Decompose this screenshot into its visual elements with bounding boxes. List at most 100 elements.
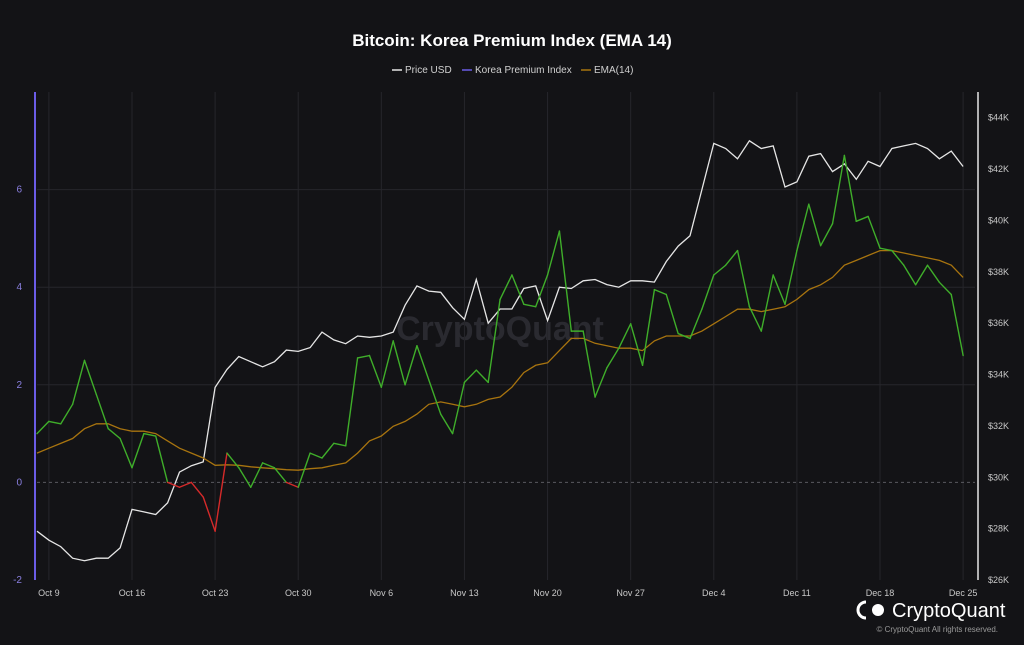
cryptoquant-logo-icon [856,600,884,620]
left-tick-label: 0 [16,477,22,488]
x-axis-ticks: Oct 9 Oct 16 Oct 23 Oct 30 Nov 6 Nov 13 Nov 20… [38,588,977,598]
legend-item-price[interactable]: Price USD [392,65,452,76]
premium-segment [166,481,181,488]
right-tick-label: $30K [988,472,1009,482]
right-axis-ticks: $26K $28K $30K $32K $34K $36K $38K $40K $42K $44K [988,113,1009,585]
x-tick-label: Dec 18 [866,588,895,598]
right-tick-label: $44K [988,113,1009,123]
premium-segment [95,393,109,430]
premium-segment [724,249,739,266]
premium-segment [879,247,893,252]
right-tick-label: $42K [988,164,1009,174]
premium-segment [214,452,228,532]
premium-segment [926,264,941,284]
series-line-price [36,139,964,562]
x-tick-label: Dec 4 [702,588,726,598]
premium-segment [843,154,857,223]
right-tick-label: $32K [988,421,1009,431]
x-tick-label: Dec 25 [949,588,978,598]
premium-segment [606,347,620,369]
premium-segment [546,230,561,276]
premium-segment [404,345,418,386]
premium-segment [748,306,762,332]
watermark: CryptoQuant [396,310,604,348]
premium-segment [36,420,50,435]
premium-segment [736,249,751,308]
legend-item-premium[interactable]: Korea Premium Index [462,65,572,76]
premium-segment [677,332,691,340]
premium-segment [60,403,74,425]
premium-segment [641,288,656,366]
x-tick-label: Nov 6 [370,588,394,598]
legend-label-price: Price USD [405,65,452,76]
chart-title: Bitcoin: Korea Premium Index (EMA 14) [352,31,672,50]
brand: CryptoQuant © CryptoQuant All rights res… [856,600,1006,634]
left-axis-ticks: -2 0 2 4 6 [13,185,22,586]
brand-name: CryptoQuant [892,600,1006,622]
premium-segment [808,203,822,247]
premium-segment [333,442,347,447]
premium-segment [867,215,881,249]
premium-segment [178,481,193,488]
right-tick-label: $26K [988,575,1009,585]
premium-segment [475,369,489,384]
premium-segment [226,452,240,469]
premium-segment [131,432,145,469]
premium-segment [273,467,288,484]
premium-segment [891,249,905,266]
premium-segment [238,467,252,488]
x-tick-label: Oct 30 [285,588,312,598]
premium-segment [345,357,359,447]
premium-segment [558,230,573,332]
premium-segment [48,420,62,425]
right-tick-label: $34K [988,370,1009,380]
premium-segment [831,154,846,225]
premium-segment [784,249,798,305]
premium-segment [250,462,264,488]
x-tick-label: Dec 11 [783,588,811,598]
premium-segment [190,481,204,498]
x-tick-label: Oct 16 [119,588,146,598]
premium-segment [392,340,406,386]
series-line-premium [36,154,964,532]
legend: Price USD Korea Premium Index EMA(14) [392,65,633,76]
premium-segment [416,345,430,381]
premium-segment [689,308,703,340]
legend-item-ema[interactable]: EMA(14) [581,65,633,76]
premium-segment [71,359,86,406]
legend-label-premium: Korea Premium Index [475,65,572,76]
premium-segment [796,203,810,252]
x-tick-label: Nov 20 [533,588,562,598]
premium-segment [914,264,929,286]
premium-segment [772,274,786,305]
premium-segment [202,496,216,532]
premium-segment [760,274,774,332]
premium-segment [155,435,169,484]
series-layer [36,139,964,562]
premium-segment [119,437,133,469]
x-tick-label: Oct 9 [38,588,60,598]
copyright-text: © CryptoQuant All rights reserved. [877,625,999,634]
right-tick-label: $38K [988,267,1009,277]
premium-segment [534,274,549,308]
premium-segment [499,274,513,301]
right-tick-label: $36K [988,318,1009,328]
premium-segment [297,452,311,488]
right-tick-label: $28K [988,524,1009,534]
premium-segment [701,274,715,310]
premium-segment [285,481,299,488]
premium-segment [582,330,596,398]
premium-segment [261,462,276,469]
series-line-ema [36,249,964,471]
premium-segment [713,264,727,276]
left-tick-label: 4 [16,282,22,293]
premium-segment [309,452,323,459]
x-tick-label: Nov 13 [450,588,479,598]
premium-segment [665,293,679,335]
left-tick-label: 6 [16,185,22,196]
premium-segment [83,359,98,396]
premium-segment [143,432,157,437]
premium-segment [511,274,525,305]
premium-segment [368,354,383,388]
